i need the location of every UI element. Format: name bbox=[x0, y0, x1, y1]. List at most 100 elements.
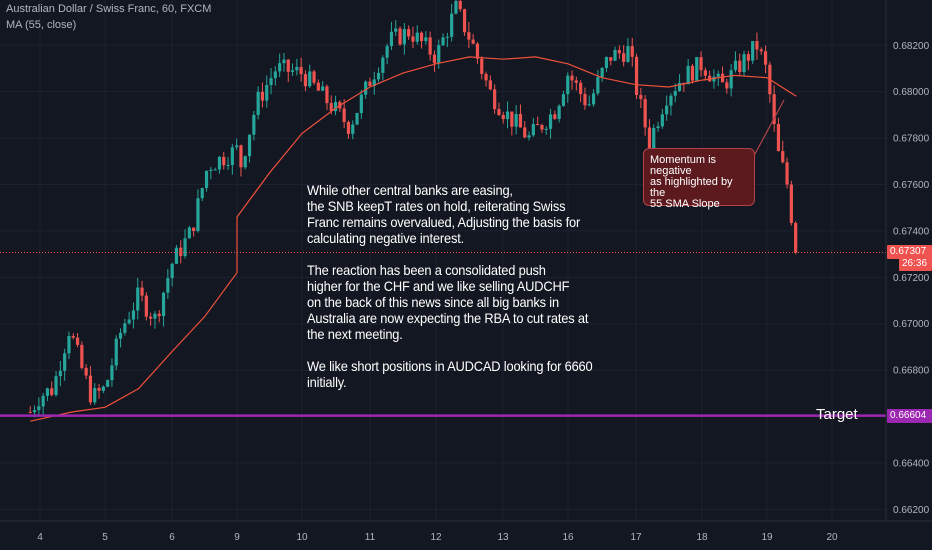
candle-body bbox=[673, 90, 677, 96]
candle-body bbox=[591, 93, 596, 105]
candle-body bbox=[527, 135, 531, 138]
candle-body bbox=[54, 376, 58, 395]
candle-body bbox=[398, 28, 402, 45]
candle-body bbox=[372, 79, 376, 86]
momentum-callout[interactable]: Momentum is negative as highlighted by t… bbox=[643, 148, 755, 210]
candle-body bbox=[376, 72, 381, 80]
candle-body bbox=[720, 73, 725, 83]
candle-body bbox=[213, 169, 217, 171]
candle-body bbox=[200, 188, 204, 199]
analysis-text: While other central banks are easing, th… bbox=[307, 182, 611, 406]
candle-body bbox=[286, 59, 290, 72]
candle-body bbox=[325, 86, 329, 104]
candle-body bbox=[600, 67, 604, 78]
candle-body bbox=[222, 156, 226, 166]
candle-body bbox=[381, 57, 385, 73]
candle-body bbox=[217, 156, 222, 170]
candle-body bbox=[144, 295, 148, 317]
candle-body bbox=[716, 73, 720, 77]
indicator-legend[interactable]: MA (55, close) bbox=[6, 19, 77, 31]
candle-body bbox=[518, 113, 523, 128]
time-axis[interactable]: 4 5 6 9 10 11 12 13 16 17 18 19 20 bbox=[37, 532, 838, 543]
candle-body bbox=[604, 57, 609, 68]
candle-body bbox=[609, 57, 613, 61]
x-tick-label: 10 bbox=[296, 532, 308, 543]
candle-body bbox=[282, 59, 286, 64]
ma-55-line bbox=[30, 56, 797, 422]
candle-body bbox=[617, 50, 621, 54]
candle-body bbox=[278, 63, 282, 72]
candle-body bbox=[703, 70, 707, 76]
candle-body bbox=[157, 313, 161, 317]
candle-body bbox=[480, 58, 484, 74]
candle-body bbox=[432, 54, 437, 64]
y-tick-label: 0.67200 bbox=[893, 273, 930, 284]
candle-body bbox=[574, 80, 578, 83]
candle-body bbox=[75, 337, 80, 345]
candle-body bbox=[475, 43, 480, 59]
candle-body bbox=[140, 287, 144, 296]
candle-body bbox=[510, 111, 514, 127]
candle-body bbox=[557, 105, 561, 119]
candle-body bbox=[364, 81, 368, 95]
candle-body bbox=[755, 41, 759, 50]
candle-body bbox=[110, 365, 114, 381]
candle-body bbox=[123, 323, 127, 333]
candle-body bbox=[407, 29, 411, 37]
candle-body bbox=[359, 94, 363, 114]
candle-body bbox=[454, 0, 458, 14]
candle-body bbox=[566, 75, 570, 95]
candle-body bbox=[501, 114, 505, 120]
candles bbox=[28, 0, 798, 418]
x-tick-label: 20 bbox=[826, 532, 838, 543]
candle-body bbox=[445, 36, 449, 38]
candle-body bbox=[299, 66, 303, 75]
candle-body bbox=[523, 127, 527, 138]
candle-body bbox=[441, 37, 445, 46]
candle-body bbox=[342, 108, 346, 123]
candle-body bbox=[88, 375, 93, 403]
x-tick-label: 12 bbox=[430, 532, 442, 543]
candle-body bbox=[321, 86, 325, 91]
bar-countdown-tag: 26:36 bbox=[899, 257, 932, 271]
y-tick-label: 0.68200 bbox=[893, 41, 930, 52]
candle-body bbox=[97, 388, 101, 391]
candle-body bbox=[247, 134, 252, 157]
candle-body bbox=[389, 31, 394, 47]
candle-body bbox=[536, 124, 540, 126]
candle-body bbox=[690, 65, 695, 81]
candle-body bbox=[93, 388, 97, 403]
candle-body bbox=[450, 13, 454, 37]
candle-body bbox=[725, 82, 729, 89]
y-tick-label: 0.66800 bbox=[893, 366, 930, 377]
candle-body bbox=[260, 91, 265, 101]
x-tick-label: 4 bbox=[37, 532, 43, 543]
candle-body bbox=[80, 344, 84, 368]
candle-body bbox=[37, 406, 41, 411]
candle-body bbox=[622, 53, 626, 62]
candle-body bbox=[759, 49, 763, 52]
y-tick-label: 0.67400 bbox=[893, 226, 930, 237]
candle-body bbox=[45, 388, 50, 396]
candle-body bbox=[544, 128, 548, 130]
candle-body bbox=[196, 198, 200, 232]
candle-body bbox=[583, 93, 587, 106]
candle-body bbox=[639, 95, 643, 100]
x-tick-label: 13 bbox=[497, 532, 509, 543]
target-label: Target bbox=[816, 406, 858, 423]
candle-body bbox=[540, 125, 544, 130]
candle-body bbox=[437, 45, 441, 64]
y-tick-label: 0.67800 bbox=[893, 134, 930, 145]
candle-body bbox=[746, 54, 750, 61]
candle-body bbox=[71, 335, 75, 338]
candle-body bbox=[428, 37, 432, 55]
candle-body bbox=[794, 222, 798, 253]
symbol-legend[interactable]: Australian Dollar / Swiss Franc, 60, FXC… bbox=[6, 3, 212, 15]
candle-body bbox=[686, 65, 690, 85]
candle-body bbox=[471, 39, 475, 44]
candle-body bbox=[316, 82, 320, 91]
candle-body bbox=[751, 41, 755, 61]
target-price-tag: 0.66604 bbox=[887, 408, 932, 423]
candle-body bbox=[67, 335, 71, 354]
